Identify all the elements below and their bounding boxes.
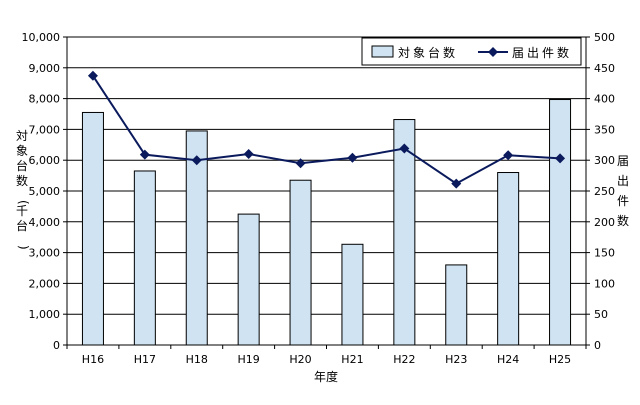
x-tick-label: H25 (549, 353, 571, 366)
line-point (451, 178, 462, 189)
line-point (139, 149, 150, 160)
line-point (503, 150, 514, 161)
y-right-tick-label: 300 (594, 154, 615, 167)
y-left-tick-label: 4,000 (29, 216, 61, 229)
bar (81, 111, 104, 346)
line-point (399, 143, 410, 154)
bar (341, 243, 364, 346)
x-tick-label: H20 (289, 353, 311, 366)
y-right-tick-label: 0 (594, 339, 601, 352)
bar (133, 170, 156, 346)
line-point (295, 158, 306, 169)
y-left-tick-label: 2,000 (29, 277, 61, 290)
axis-title-glyph: 象 (16, 144, 28, 158)
x-tick-label: H17 (134, 353, 156, 366)
y-left-tick-label: 8,000 (29, 93, 61, 106)
y-right-tick-label: 200 (594, 216, 615, 229)
bar (289, 179, 312, 346)
axis-title-glyph: ) (17, 245, 31, 250)
y-right-tick-label: 50 (594, 308, 608, 321)
legend-box (361, 37, 582, 66)
axis-title-glyph: 数 (617, 213, 629, 228)
y-axis-right-title: 届出件数 (617, 154, 629, 228)
axis-title-glyph: 千 (16, 204, 28, 218)
x-tick-label: H16 (82, 353, 104, 366)
series-line (92, 75, 561, 185)
x-tick-label: H22 (393, 353, 415, 366)
y-right-tick-label: 500 (594, 31, 615, 44)
axis-title-glyph: 数 (16, 173, 28, 188)
y-right-tick-label: 350 (594, 123, 615, 136)
x-tick-label: H19 (238, 353, 260, 366)
legend-line-marker (488, 47, 498, 57)
y-left-tick-label: 9,000 (29, 62, 61, 75)
axes (63, 36, 590, 349)
line-point (87, 70, 98, 81)
axis-title-glyph: 対 (16, 129, 28, 143)
x-tick-label: H18 (186, 353, 208, 366)
legend-bar-swatch (371, 45, 394, 58)
y-left-tick-label: 0 (53, 339, 60, 352)
legend-line-label: 届出件数 (512, 45, 572, 60)
y-left-tick-label: 5,000 (29, 185, 61, 198)
y-left-tick-label: 6,000 (29, 154, 61, 167)
y-right-tick-label: 250 (594, 185, 615, 198)
y-left-tick-label: 7,000 (29, 123, 61, 136)
y-left-tick-label: 1,000 (29, 308, 61, 321)
legend-bar-label: 対象台数 (398, 45, 458, 60)
y-right-tick-label: 100 (594, 277, 615, 290)
y-right-tick-label: 150 (594, 247, 615, 260)
line-point (191, 155, 202, 166)
axis-title-glyph: 届 (617, 154, 629, 168)
x-tick-label: H23 (445, 353, 467, 366)
legend: 対象台数 届出件数 (361, 37, 582, 66)
x-tick-label: H24 (497, 353, 519, 366)
axis-title-glyph: 台 (16, 218, 28, 233)
line-series (87, 70, 566, 189)
line-point (243, 149, 254, 160)
bar (549, 99, 572, 346)
y-axis-left-title: 対象台数(千台) (16, 129, 31, 250)
axis-title-glyph: 出 (617, 174, 629, 188)
axis-title-glyph: 台 (16, 158, 28, 173)
x-axis-title: 年度 (314, 369, 338, 384)
axis-title-glyph: ( (17, 200, 31, 205)
y-left-tick-label: 10,000 (22, 31, 61, 44)
line-point (347, 152, 358, 163)
bar-series (81, 99, 572, 346)
y-left-tick-label: 3,000 (29, 247, 61, 260)
axis-title-glyph: 件 (617, 194, 629, 208)
bar (237, 213, 260, 346)
x-tick-label: H21 (341, 353, 363, 366)
tick-labels: 0 0 1,000 50 2,000 100 3,000 150 4,000 200 5,000 25… (22, 31, 616, 366)
line-point (555, 153, 566, 164)
y-right-tick-label: 450 (594, 62, 615, 75)
bar (497, 172, 520, 346)
y-right-tick-label: 400 (594, 93, 615, 106)
bar (445, 264, 468, 346)
